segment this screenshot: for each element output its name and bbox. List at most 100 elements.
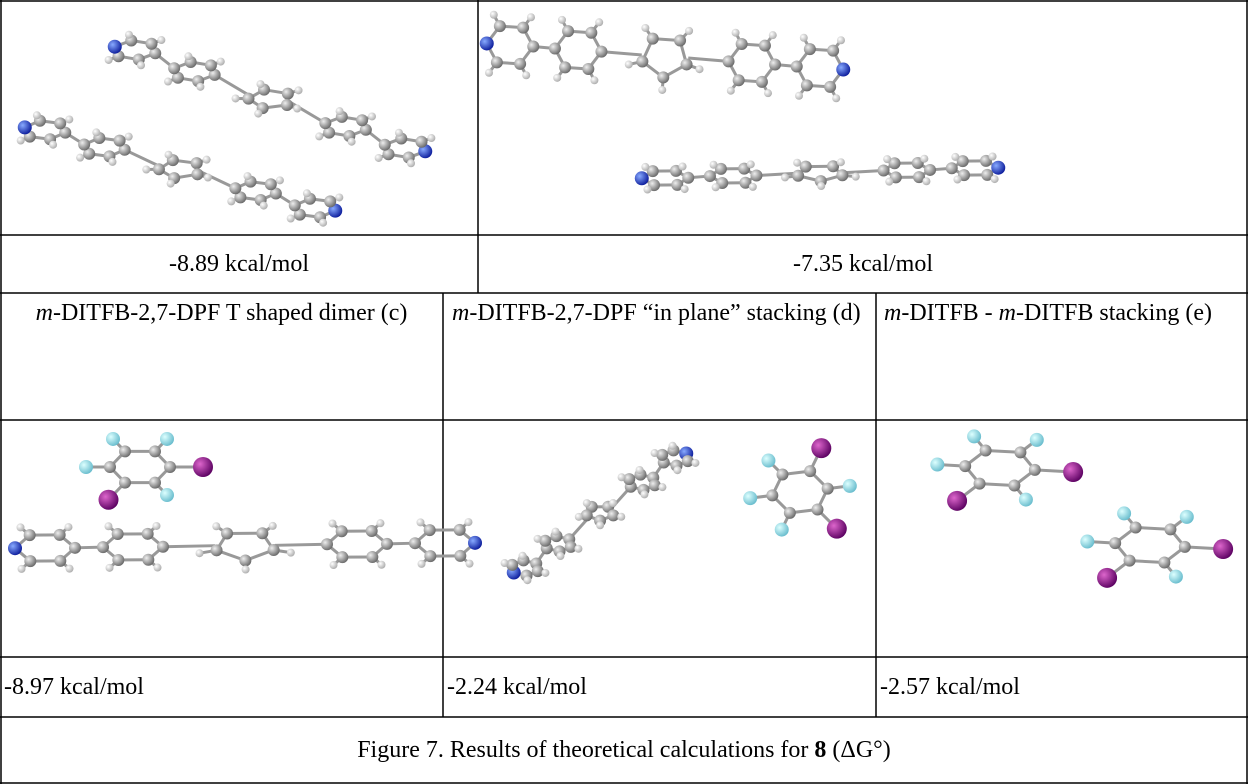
atom <box>973 477 986 490</box>
atom <box>409 537 421 550</box>
molecule-renderings <box>8 10 1234 588</box>
atom <box>160 431 174 446</box>
atom <box>454 549 467 562</box>
atom <box>234 191 247 204</box>
atom <box>574 512 583 521</box>
atom <box>681 455 694 468</box>
atom <box>596 521 605 530</box>
atom <box>256 80 265 89</box>
atom <box>142 553 155 566</box>
atom <box>956 155 969 168</box>
atom <box>227 197 236 206</box>
atom <box>691 458 700 467</box>
atom <box>920 154 929 163</box>
atom <box>746 160 755 169</box>
atom <box>826 518 847 539</box>
atom <box>32 111 41 120</box>
atom <box>726 86 735 95</box>
atom <box>468 535 482 550</box>
structure-label: m-DITFB - m-DITFB stacking (e) <box>884 298 1242 328</box>
atom <box>836 36 845 45</box>
atom <box>210 544 223 557</box>
atom <box>695 65 704 74</box>
atom <box>673 466 682 475</box>
atom <box>106 431 120 446</box>
atom <box>827 160 840 173</box>
atom <box>427 134 436 143</box>
figure-caption: Figure 7. Results of theoretical calcula… <box>0 735 1248 765</box>
atom <box>485 68 494 77</box>
atom <box>1179 509 1194 524</box>
atom <box>817 182 826 191</box>
atom <box>112 553 125 566</box>
atom <box>241 565 250 574</box>
atom <box>118 143 131 156</box>
atom <box>650 449 659 458</box>
atom <box>648 479 661 492</box>
atom <box>641 162 650 171</box>
atom <box>417 559 426 568</box>
atom <box>113 134 126 147</box>
atom <box>378 138 391 151</box>
atom <box>164 77 173 86</box>
atom <box>302 189 311 198</box>
atom <box>256 527 269 540</box>
atom <box>643 185 652 194</box>
label-text: -DITFB-2,7-DPF “in plane” stacking (d) <box>469 300 861 326</box>
atom <box>951 152 960 161</box>
atom <box>275 176 284 185</box>
atom <box>267 543 280 556</box>
atom <box>489 10 498 19</box>
atom <box>54 117 67 130</box>
atom <box>780 173 789 182</box>
atom <box>641 23 650 32</box>
atom <box>376 519 385 528</box>
atom <box>551 527 560 536</box>
atom <box>1129 521 1142 534</box>
atom <box>243 172 252 181</box>
bond <box>843 168 884 175</box>
atom <box>657 71 670 84</box>
atom <box>541 568 550 577</box>
atom <box>418 144 433 159</box>
atom <box>743 491 758 506</box>
atom <box>208 68 221 81</box>
atom <box>531 565 544 578</box>
atom <box>913 171 926 184</box>
atom <box>97 541 109 554</box>
atom <box>732 74 745 87</box>
atom <box>703 170 716 183</box>
atom <box>685 26 694 35</box>
atom <box>98 489 119 510</box>
atom <box>104 522 113 531</box>
atom <box>149 445 161 458</box>
atom <box>979 444 992 457</box>
atom <box>293 208 306 221</box>
atom <box>203 173 212 182</box>
atom <box>527 40 540 53</box>
atom <box>493 20 506 33</box>
atom <box>678 162 687 171</box>
atom <box>539 534 552 547</box>
atom <box>836 158 845 167</box>
italic-prefix: m <box>452 300 470 326</box>
atom <box>709 160 718 169</box>
italic-prefix: m <box>35 300 53 326</box>
atom <box>149 476 161 489</box>
atom <box>221 527 234 540</box>
atom <box>415 135 428 148</box>
atom <box>711 183 720 192</box>
atom <box>286 214 295 223</box>
atom <box>204 59 217 72</box>
atom <box>366 550 379 563</box>
atom <box>64 523 73 532</box>
atom <box>783 506 796 519</box>
atom <box>564 540 577 553</box>
atom <box>53 528 66 541</box>
atom <box>776 468 789 481</box>
atom <box>821 482 834 495</box>
atom <box>518 551 527 560</box>
atom <box>580 509 593 522</box>
